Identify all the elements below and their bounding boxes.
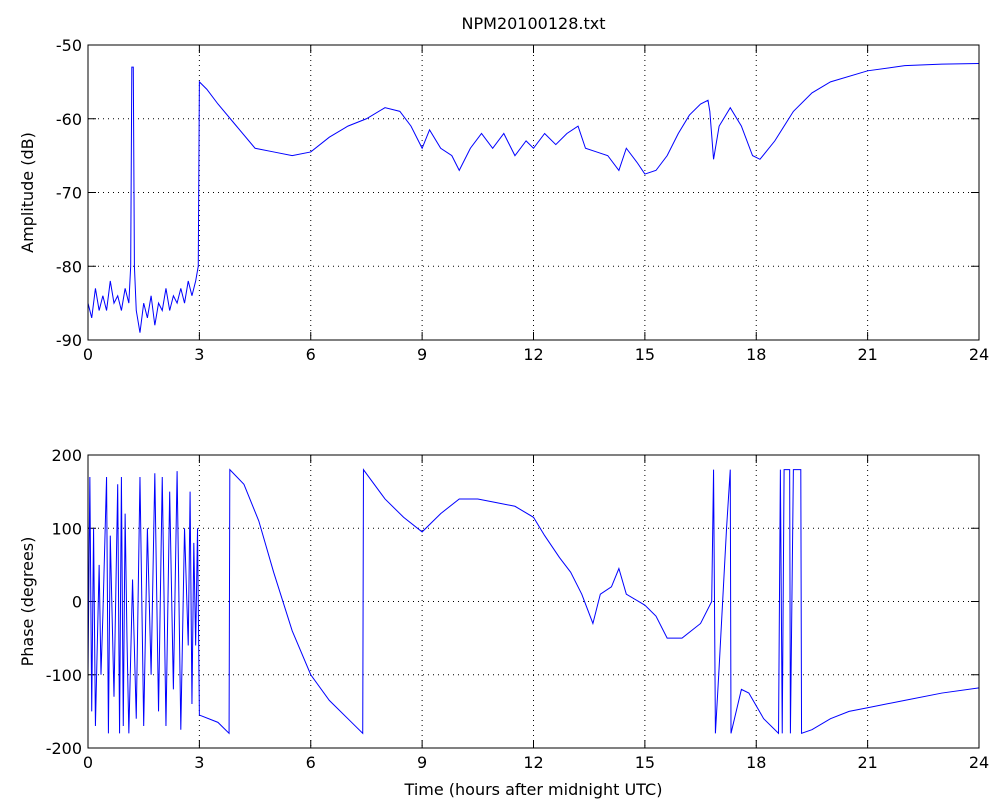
y-tick-label: -200 bbox=[46, 739, 82, 758]
y-axis-label: Amplitude (dB) bbox=[18, 132, 37, 253]
x-tick-label: 9 bbox=[417, 345, 427, 364]
y-tick-label: -50 bbox=[56, 36, 82, 55]
x-tick-label: 15 bbox=[635, 345, 655, 364]
y-tick-label: -100 bbox=[46, 666, 82, 685]
y-tick-label: -80 bbox=[56, 257, 82, 276]
x-tick-label: 24 bbox=[969, 345, 989, 364]
x-axis-label: Time (hours after midnight UTC) bbox=[404, 780, 663, 799]
x-tick-label: 3 bbox=[194, 345, 204, 364]
x-tick-label: 3 bbox=[194, 753, 204, 772]
x-tick-label: 9 bbox=[417, 753, 427, 772]
y-axis-label: Phase (degrees) bbox=[18, 537, 37, 667]
y-tick-label: -90 bbox=[56, 331, 82, 350]
axes-frame bbox=[87, 454, 980, 749]
x-tick-label: 18 bbox=[746, 345, 766, 364]
y-tick-label: -70 bbox=[56, 184, 82, 203]
chart-title: NPM20100128.txt bbox=[462, 14, 606, 33]
x-tick-label: 0 bbox=[83, 345, 93, 364]
data-line bbox=[87, 62, 980, 333]
x-tick-label: 21 bbox=[857, 345, 877, 364]
data-line bbox=[87, 468, 980, 735]
x-tick-label: 0 bbox=[83, 753, 93, 772]
x-tick-label: 12 bbox=[523, 345, 543, 364]
x-tick-label: 18 bbox=[746, 753, 766, 772]
x-tick-label: 24 bbox=[969, 753, 989, 772]
x-tick-label: 21 bbox=[857, 753, 877, 772]
x-tick-label: 12 bbox=[523, 753, 543, 772]
y-tick-label: 200 bbox=[51, 446, 82, 465]
y-tick-label: 0 bbox=[72, 593, 82, 612]
x-tick-label: 15 bbox=[635, 753, 655, 772]
axes-frame bbox=[87, 44, 980, 341]
y-tick-label: -60 bbox=[56, 110, 82, 129]
x-tick-label: 6 bbox=[306, 345, 316, 364]
x-tick-label: 6 bbox=[306, 753, 316, 772]
y-tick-label: 100 bbox=[51, 519, 82, 538]
